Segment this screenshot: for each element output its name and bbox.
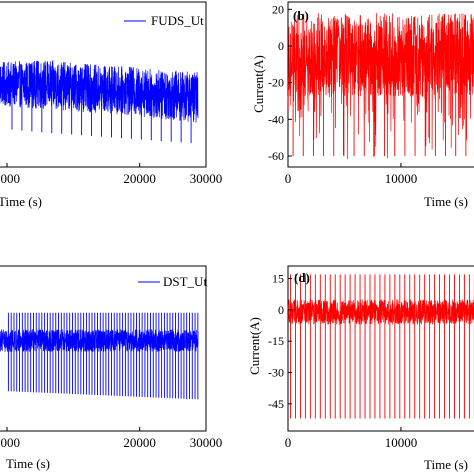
panel-b-ylabel: Current(A) — [251, 55, 266, 113]
panel-a-series-line — [0, 60, 199, 123]
panel-c-frame — [0, 265, 207, 432]
panel-c: 0000 20000 30000 DST_Ut Time (s) — [0, 265, 222, 471]
panel-a: 0000 20000 30000 FUDS_Ut Time (s) — [0, 1, 222, 209]
panel-d-ylabel: Current(A) — [247, 317, 262, 375]
panel-b-ytick-label: -20 — [268, 76, 284, 90]
panel-b: 20 0 -20 -40 -60 0 10000 (b) Current(A) Time … — [251, 1, 474, 209]
panel-b-ytick-label: -40 — [268, 112, 284, 126]
panel-b-label: (b) — [293, 8, 309, 23]
panel-a-plot — [0, 60, 199, 144]
panel-b-frame — [287, 1, 474, 168]
panel-d-xlabel: Time (s) — [424, 457, 468, 472]
panel-b-xtick-label: 10000 — [385, 171, 418, 186]
panel-c-series-line — [0, 329, 199, 352]
panel-d-y-ticks: 15 0 -15 -30 -45 — [268, 272, 292, 411]
panel-a-xtick-label: 30000 — [190, 171, 223, 186]
panel-a-xlabel: Time (s) — [0, 194, 42, 209]
panel-a-legend-label: FUDS_Ut — [151, 13, 204, 28]
panel-b-plot — [287, 12, 474, 160]
panel-c-legend-label: DST_Ut — [163, 274, 207, 289]
panel-b-ytick-label: -60 — [268, 149, 284, 163]
panel-d-series-line — [287, 298, 474, 325]
panel-d-ytick-label: -45 — [268, 397, 284, 411]
panel-b-series-line — [287, 12, 474, 160]
panel-c-xtick-label: 30000 — [190, 435, 223, 450]
panel-c-legend: DST_Ut — [138, 274, 207, 289]
panel-c-plot — [0, 312, 199, 400]
panel-d: 15 0 -15 -30 -45 0 10000 (d) Current(A) Time … — [247, 265, 474, 472]
panel-b-y-ticks: 20 0 -20 -40 -60 — [268, 2, 292, 163]
panel-b-ytick-label: 0 — [278, 39, 284, 53]
panel-d-label: (d) — [294, 270, 310, 285]
panel-a-legend: FUDS_Ut — [124, 13, 204, 28]
panel-a-frame — [0, 1, 207, 168]
panel-d-x-ticks: 0 10000 — [285, 427, 417, 450]
panel-d-ytick-label: 15 — [272, 272, 284, 286]
panel-c-x-ticks: 0000 20000 30000 — [0, 427, 222, 450]
panel-d-plot — [287, 274, 474, 419]
panel-a-xtick-label: 0000 — [0, 171, 20, 186]
panel-a-x-ticks: 0000 20000 30000 — [0, 163, 222, 186]
panel-d-ytick-label: -15 — [268, 334, 284, 348]
panel-d-frame — [287, 265, 474, 432]
panel-a-xtick-label: 20000 — [123, 171, 156, 186]
panel-d-ytick-label: 0 — [278, 303, 284, 317]
panel-d-xtick-label: 10000 — [385, 435, 418, 450]
panel-c-xtick-label: 20000 — [123, 435, 156, 450]
panel-c-xlabel: Time (s) — [6, 456, 50, 471]
panel-b-xtick-label: 0 — [285, 171, 292, 186]
panel-d-xtick-label: 0 — [285, 435, 292, 450]
panel-b-x-ticks: 0 10000 — [285, 163, 417, 186]
panel-c-xtick-label: 0000 — [0, 435, 20, 450]
panel-b-ytick-label: 20 — [272, 2, 284, 16]
panel-d-ytick-label: -30 — [268, 366, 284, 380]
panel-b-xlabel: Time (s) — [424, 194, 468, 209]
